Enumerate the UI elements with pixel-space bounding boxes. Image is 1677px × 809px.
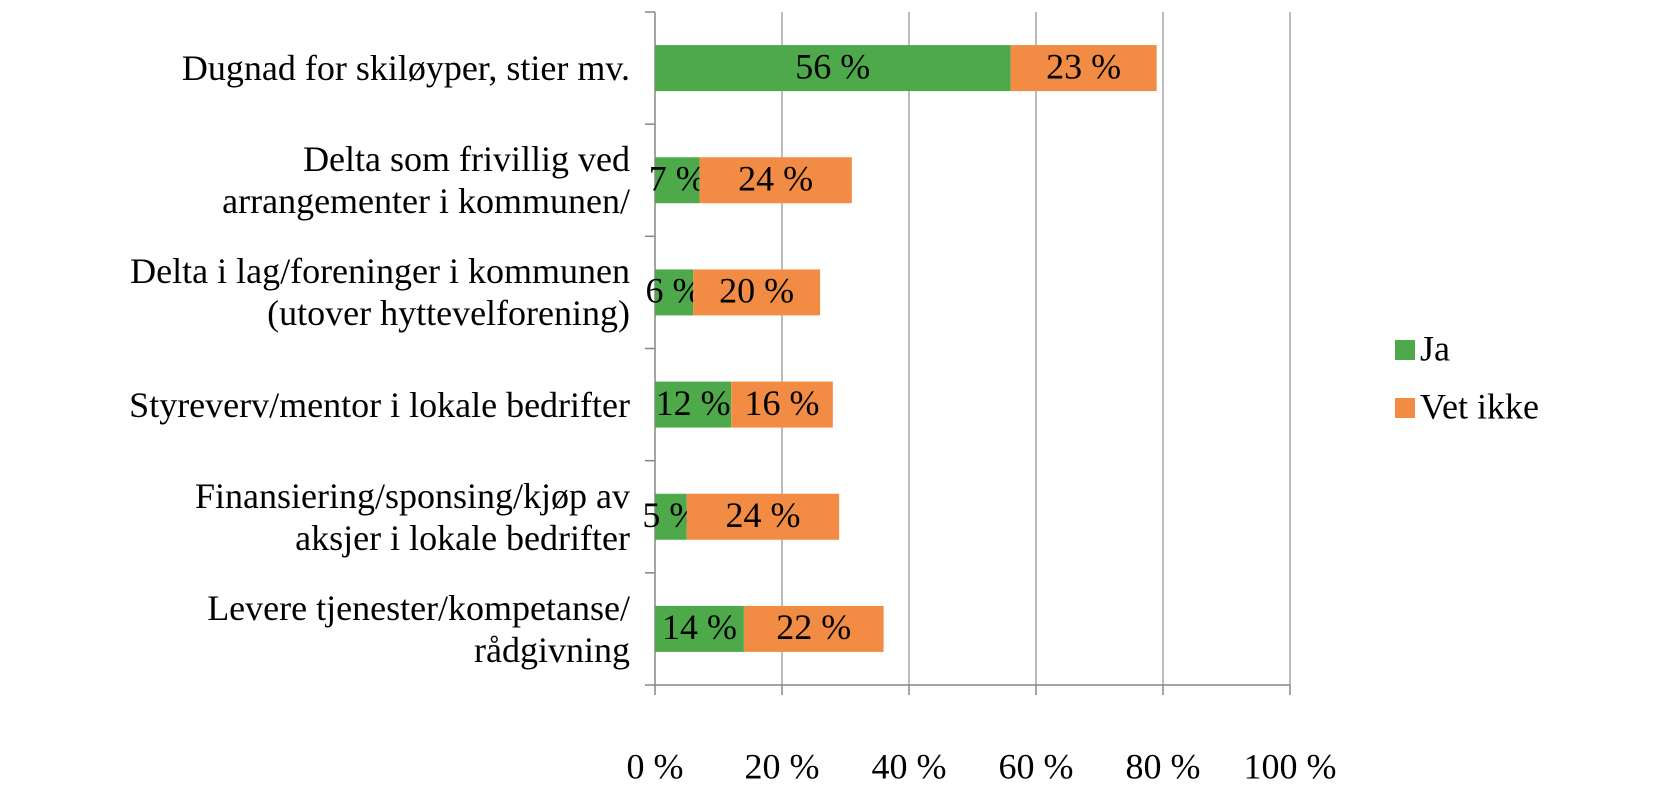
bar-segment: [731, 381, 833, 428]
bar-segment: [655, 381, 732, 428]
bar-segment: [743, 605, 884, 652]
data-label: 20 %: [719, 271, 794, 311]
x-tick-label: 20 %: [745, 746, 820, 786]
bar-segment: [655, 493, 687, 540]
data-label: 16 %: [745, 383, 820, 423]
bar-segment: [655, 269, 694, 316]
legend-swatch: [1395, 340, 1415, 360]
bar-segment: [1010, 45, 1157, 92]
bar-segment: [655, 45, 1011, 92]
x-tick-label: 40 %: [872, 746, 947, 786]
data-label: 6 %: [646, 271, 703, 311]
data-label: 7 %: [649, 159, 706, 199]
bar-segment: [655, 157, 700, 204]
x-tick-label: 80 %: [1126, 746, 1201, 786]
data-label: 12 %: [656, 383, 731, 423]
legend-swatch: [1395, 398, 1415, 418]
data-label: 14 %: [662, 607, 737, 647]
legend-label: Ja: [1420, 328, 1450, 368]
y-tick-label: Dugnad for skiløyper, stier mv.: [181, 48, 630, 89]
data-label: 56 %: [795, 46, 870, 86]
y-tick-label: Delta i lag/foreninger i kommunen (utove…: [130, 251, 630, 334]
y-tick-label: Styreverv/mentor i lokale bedrifter: [129, 384, 630, 425]
x-tick-label: 100 %: [1244, 746, 1337, 786]
y-tick-label: Levere tjenester/kompetanse/ rådgivning: [207, 587, 630, 670]
x-tick-label: 60 %: [999, 746, 1074, 786]
data-label: 24 %: [725, 495, 800, 535]
bar-segment: [686, 493, 840, 540]
bar-segment: [699, 157, 852, 204]
data-label: 22 %: [776, 607, 851, 647]
y-tick-label: Delta som frivillig ved arrangementer i …: [222, 139, 630, 222]
x-tick-label: 0 %: [627, 746, 684, 786]
bar-segment: [655, 605, 744, 652]
y-tick-label: Finansiering/sponsing/kjøp av aksjer i l…: [195, 475, 630, 558]
data-label: 24 %: [738, 159, 813, 199]
legend-label: Vet ikke: [1420, 386, 1539, 426]
data-label: 23 %: [1046, 46, 1121, 86]
bar-segment: [693, 269, 821, 316]
